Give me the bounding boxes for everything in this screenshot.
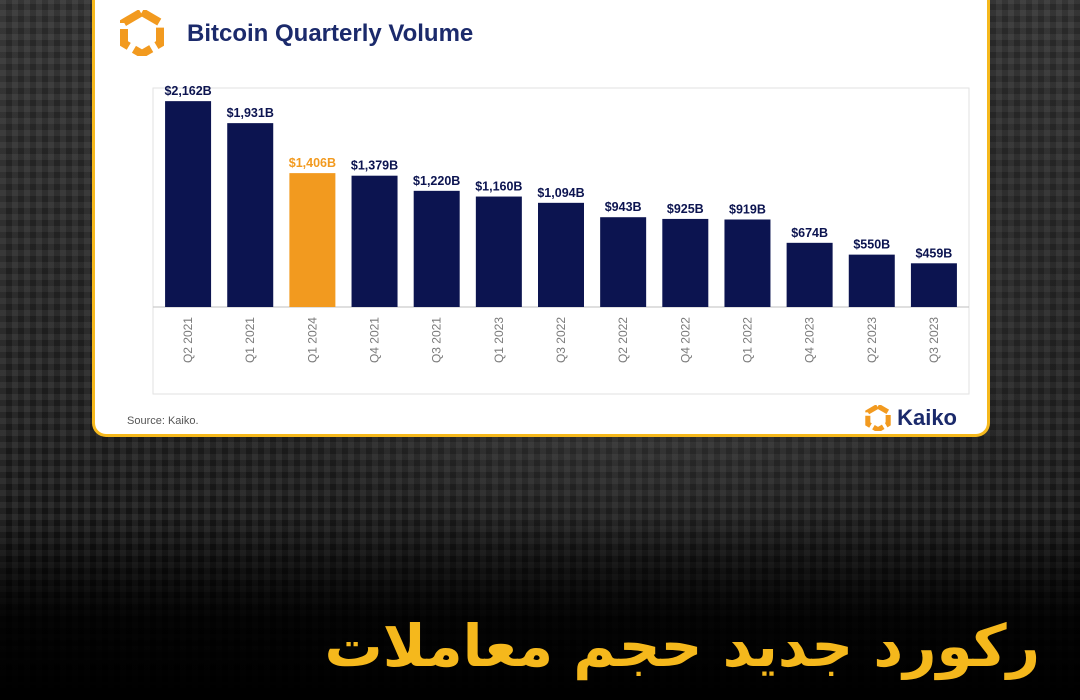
plot-frame <box>152 87 970 395</box>
data-label: $919B <box>729 202 766 216</box>
x-tick-label: Q1 2023 <box>492 317 506 363</box>
bar-q4-2023 <box>786 242 833 307</box>
data-label: $459B <box>916 246 953 260</box>
bar-chart: $2,162B Q2 2021 $1,931B Q1 2021 $1,406B Q1 20… <box>152 84 970 395</box>
data-label: $1,379B <box>351 159 398 173</box>
x-tick-label: Q4 2022 <box>678 317 692 363</box>
kaiko-brand: Kaiko <box>865 405 957 431</box>
data-label: $550B <box>853 238 890 252</box>
x-tick-label: Q4 2021 <box>368 317 382 363</box>
bar-q4-2021 <box>351 175 398 307</box>
data-label: $1,406B <box>289 156 336 170</box>
x-tick-label: Q3 2021 <box>430 317 444 363</box>
x-tick-label: Q3 2022 <box>554 317 568 363</box>
data-label: $1,094B <box>537 186 584 200</box>
data-label: $674B <box>791 226 828 240</box>
data-label: $1,160B <box>475 180 522 194</box>
x-tick-label: Q3 2023 <box>927 317 941 363</box>
x-tick-label: Q2 2023 <box>865 317 879 363</box>
bar-q1-2022 <box>724 219 771 307</box>
bar-q3-2021 <box>413 190 460 307</box>
chart-card: Bitcoin Quarterly Volume $2,162B Q2 2021 $… <box>92 0 990 437</box>
bar-q1-2021 <box>227 123 274 307</box>
background-fade <box>0 520 1080 700</box>
kaiko-brand-name: Kaiko <box>897 405 957 430</box>
data-label: $2,162B <box>164 84 211 98</box>
bar-q1-2023 <box>475 196 522 307</box>
bar-q2-2023 <box>848 254 895 307</box>
data-label: $943B <box>605 200 642 214</box>
bar-q1-2024 <box>289 173 336 307</box>
data-label: $925B <box>667 202 704 216</box>
x-tick-label: Q2 2021 <box>181 317 195 363</box>
chart-title: Bitcoin Quarterly Volume <box>187 20 474 47</box>
persian-caption: رکورد جدید حجم معاملات <box>324 612 1040 680</box>
bar-q2-2021 <box>165 101 212 307</box>
source-note: Source: Kaiko. <box>127 415 199 427</box>
x-tick-label: Q1 2021 <box>243 317 257 363</box>
x-tick-label: Q4 2023 <box>803 317 817 363</box>
bar-q2-2022 <box>600 217 647 307</box>
x-tick-label: Q2 2022 <box>616 317 630 363</box>
bar-q3-2023 <box>910 263 957 307</box>
kaiko-logo-icon <box>120 10 164 56</box>
x-tick-label: Q1 2022 <box>740 317 754 363</box>
bar-q3-2022 <box>538 202 584 307</box>
bar-q4-2022 <box>662 218 709 307</box>
data-label: $1,931B <box>227 106 274 120</box>
data-label: $1,220B <box>413 174 460 188</box>
x-tick-label: Q1 2024 <box>305 317 319 363</box>
kaiko-small-logo-icon <box>865 405 891 431</box>
